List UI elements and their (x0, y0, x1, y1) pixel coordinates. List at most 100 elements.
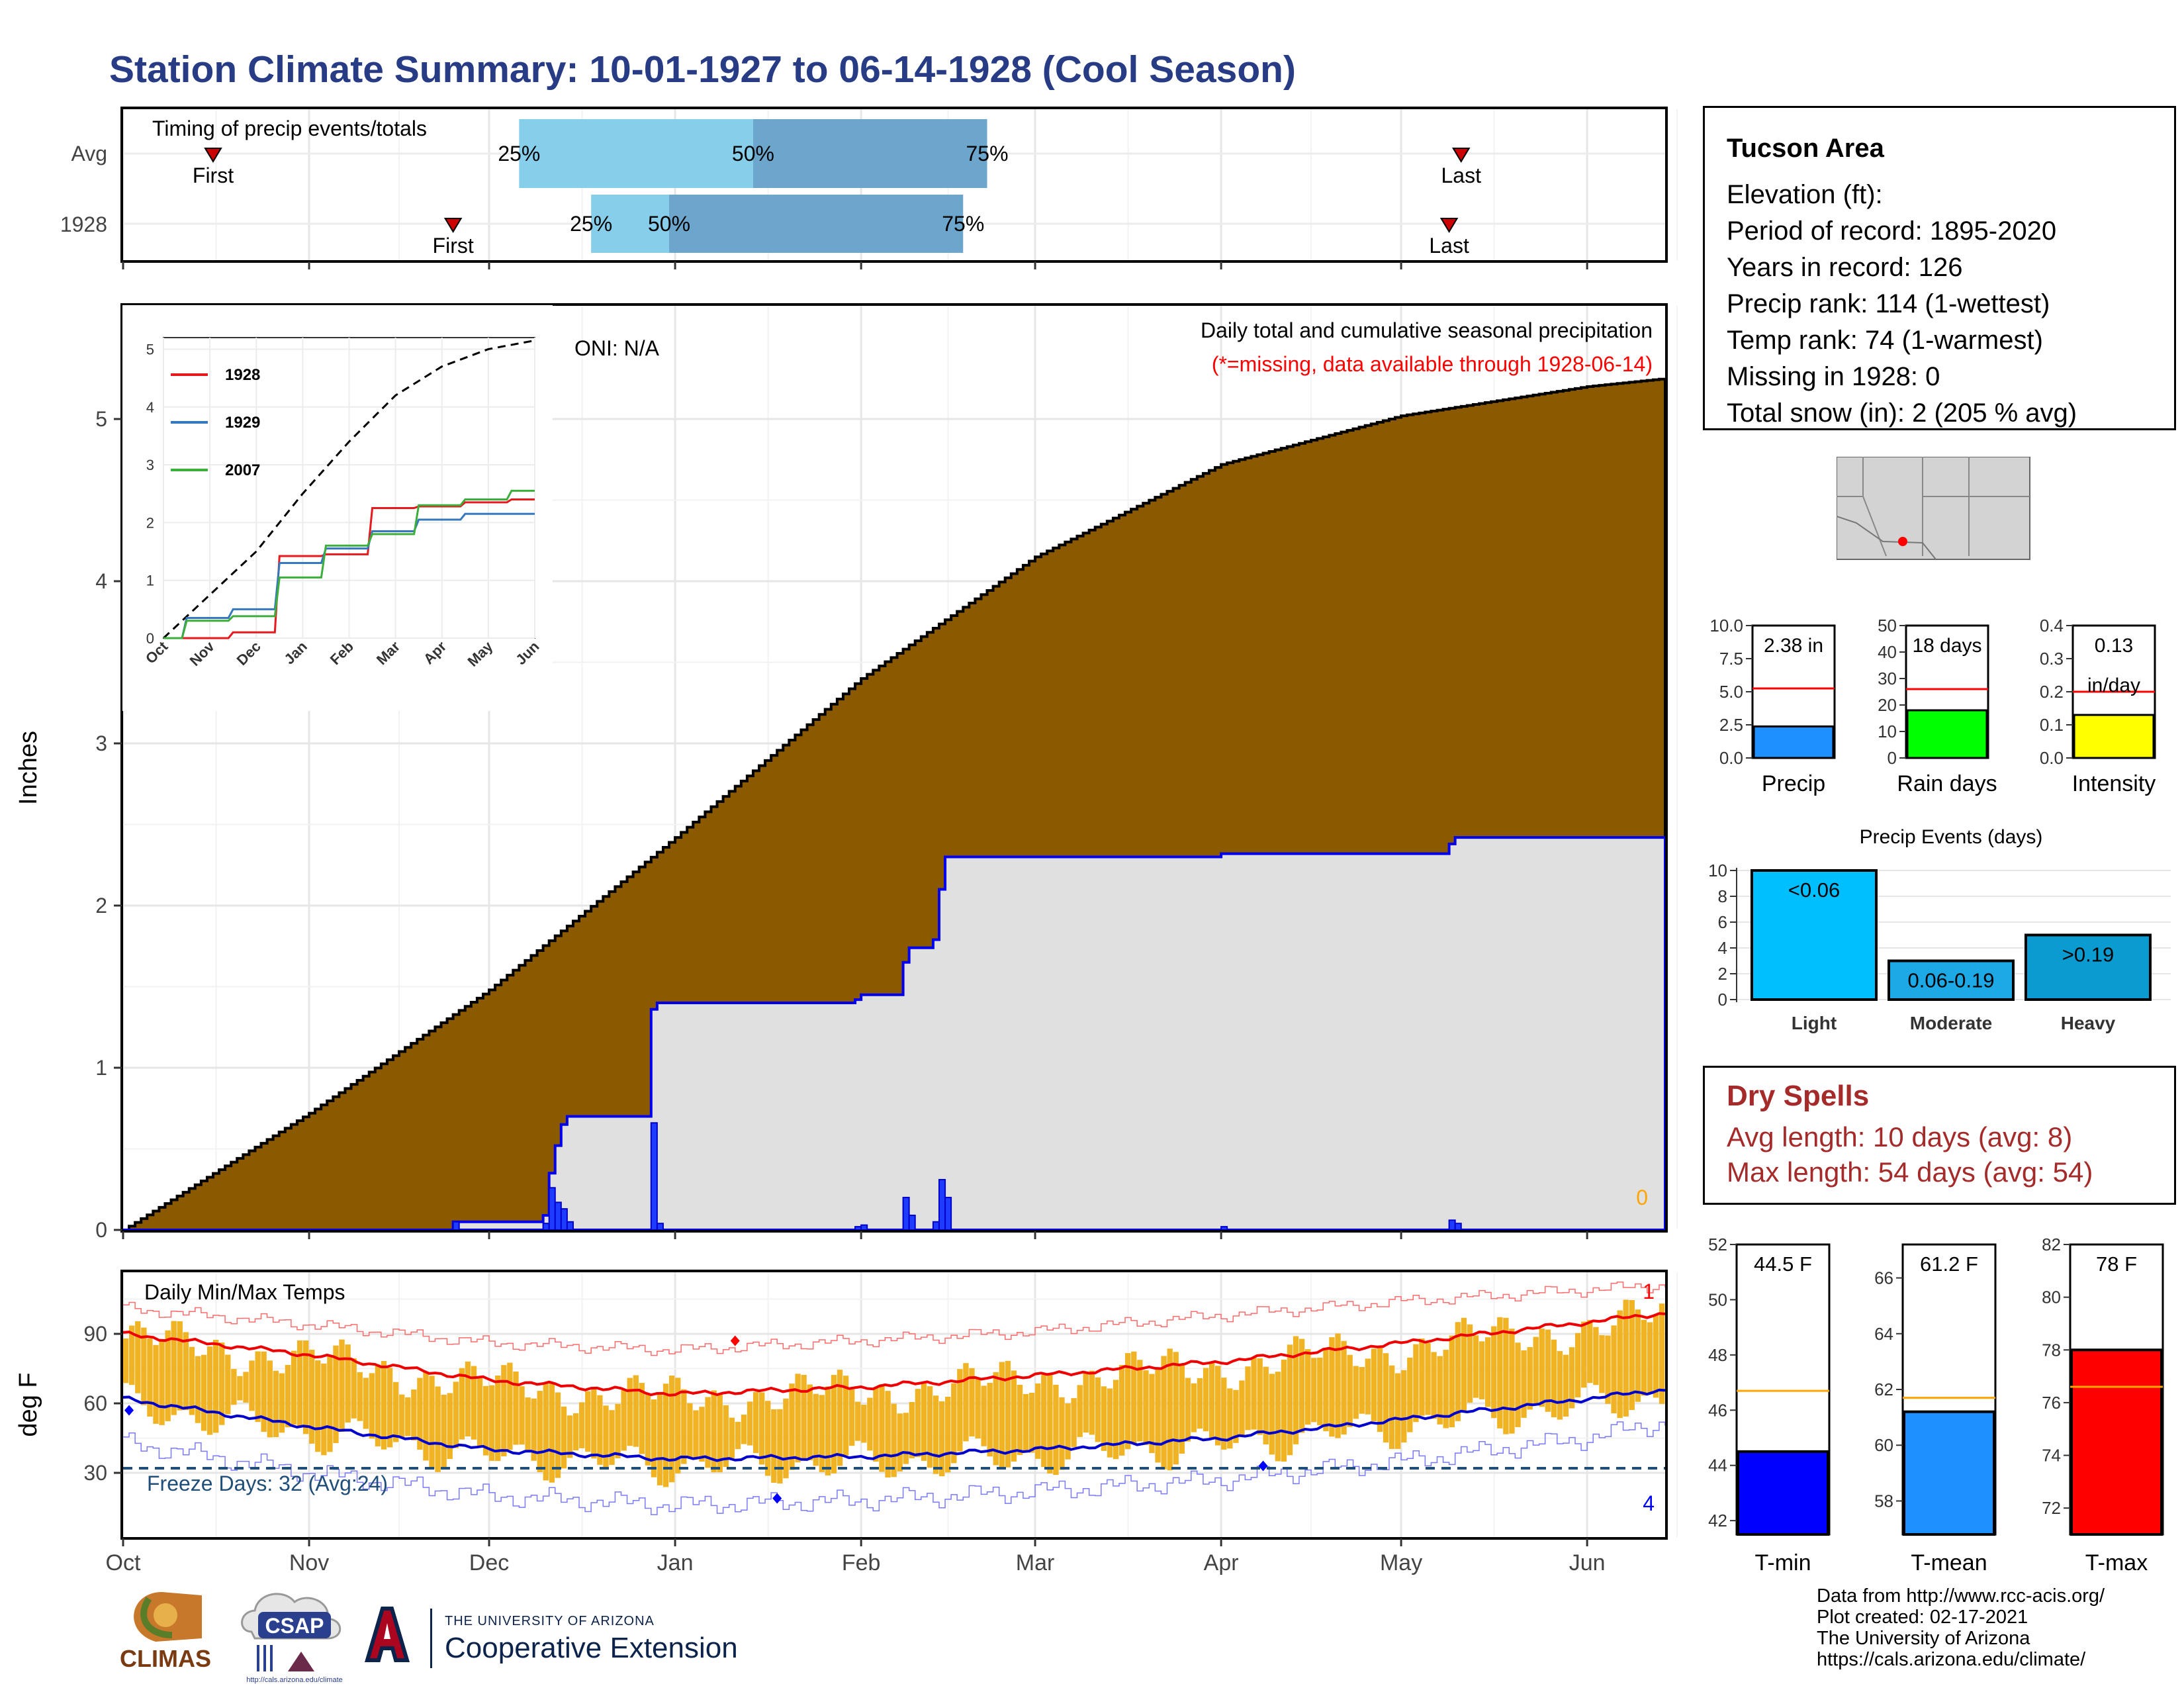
daily-temp-bar (662, 1383, 669, 1487)
daily-temp-bar (482, 1385, 489, 1456)
daily-temp-bar (423, 1372, 429, 1461)
daily-temp-bar (1083, 1373, 1089, 1433)
oni-label: ONI: N/A (574, 336, 660, 360)
events-tick-label: 10 (1708, 861, 1727, 880)
timing-bar-early (519, 119, 753, 188)
daily-temp-bar (1617, 1310, 1623, 1419)
daily-temp-bar (831, 1375, 837, 1474)
daily-temp-bar (1311, 1358, 1317, 1423)
temp-summary-tick-label: 48 (1708, 1345, 1727, 1365)
daily-temp-bar (927, 1386, 933, 1468)
timing-first-marker (443, 218, 463, 233)
month-label: Dec (469, 1550, 509, 1575)
temp-summary-tick-label: 42 (1708, 1511, 1727, 1530)
daily-temp-bar (957, 1369, 963, 1452)
daily-temp-bar (837, 1370, 843, 1466)
daily-temp-bar (1653, 1315, 1659, 1398)
record-marker (772, 1493, 782, 1504)
daily-temp-bar (879, 1384, 885, 1472)
record-min-line (123, 1421, 1666, 1515)
mini-bar-value (2073, 714, 2155, 759)
mini-bar-value (1906, 709, 1988, 759)
credit-line: Plot created: 02-17-2021 (1817, 1607, 2028, 1628)
record-marker (124, 1405, 134, 1416)
mini-bar-tick-label: 50 (1878, 616, 1897, 635)
daily-temp-bar (771, 1409, 777, 1483)
daily-temp-bar (645, 1393, 651, 1466)
daily-temp-bar (1305, 1349, 1311, 1425)
temp-summary-tick-label: 72 (2042, 1498, 2061, 1518)
daily-temp-bar (417, 1378, 423, 1450)
daily-temp-bar (759, 1392, 765, 1465)
daily-temp-bar (651, 1399, 657, 1477)
mini-bar-label: Precip (1762, 771, 1825, 796)
daily-temp-bar (327, 1356, 333, 1452)
daily-temp-bar (387, 1368, 393, 1448)
precip-events-chart: Precip Events (days) 0 2 4 6 8 10 <0.06 Light 0.… (1708, 826, 2171, 1033)
daily-temp-bar (1395, 1373, 1401, 1449)
daily-temp-bar (999, 1362, 1005, 1470)
csap-url: http://cals.arizona.edu/climate (246, 1676, 343, 1684)
daily-temp-bar (1341, 1340, 1347, 1435)
dry-spells-box: Dry Spells Avg length: 10 days (avg: 8) … (1703, 1066, 2176, 1205)
csap-text: CSAP (265, 1614, 324, 1638)
daily-temp-bar (201, 1354, 207, 1431)
daily-temp-bar (1383, 1353, 1389, 1443)
credit-line: https://cals.arizona.edu/climate/ (1817, 1649, 2086, 1670)
dry-spells-title: Dry Spells (1727, 1080, 1870, 1112)
precip-ytick-label: 5 (95, 407, 107, 431)
daily-temp-bar (507, 1362, 513, 1450)
daily-temp-bar (1287, 1344, 1293, 1456)
daily-temp-bar (1455, 1322, 1461, 1421)
precip-event-label: Heavy (2061, 1013, 2116, 1033)
daily-temp-bar (1167, 1348, 1173, 1471)
temp-summary-label: T-min (1755, 1550, 1811, 1575)
daily-temp-bar (609, 1410, 615, 1465)
daily-temp-bar (1005, 1360, 1011, 1468)
daily-temp-bar (1551, 1339, 1557, 1418)
daily-temp-bar (675, 1378, 681, 1474)
daily-temp-bar (1221, 1378, 1227, 1450)
temp-panel-frame (120, 1270, 1668, 1540)
daily-temp-bar (399, 1394, 405, 1438)
daily-temp-bar (441, 1394, 447, 1468)
daily-temp-bar (212, 1339, 219, 1433)
daily-temp-bar (1269, 1374, 1275, 1455)
daily-temp-bar (903, 1413, 909, 1464)
daily-temp-bar (1629, 1299, 1635, 1411)
inset-line-avg (162, 339, 535, 639)
daily-temp-bar (711, 1390, 717, 1473)
daily-temp-bar (459, 1368, 465, 1440)
daily-temp-bar (555, 1392, 561, 1478)
daily-temp-bar (1107, 1388, 1113, 1458)
daily-precip-bar (1220, 1226, 1228, 1231)
events-tick-label: 8 (1718, 886, 1727, 906)
temp-summary-bar (2070, 1348, 2163, 1536)
daily-temp-bar (1137, 1360, 1143, 1442)
daily-temp-bar (495, 1376, 501, 1462)
daily-temp-bar (1335, 1333, 1341, 1438)
inset-line-1928 (163, 498, 535, 639)
month-label: Mar (1016, 1550, 1055, 1575)
timing-pct-label: 25% (498, 142, 540, 165)
temp-summary-tick-label: 44 (1708, 1456, 1727, 1476)
daily-temp-bar (597, 1395, 603, 1465)
temp-summary-tick-label: 46 (1708, 1400, 1727, 1420)
daily-temp-bar (1077, 1385, 1083, 1437)
mini-bar-value-text: 2.38 in (1764, 635, 1823, 657)
daily-precip-bar (656, 1223, 664, 1231)
daily-temp-bar (1539, 1329, 1545, 1407)
temp-summary-bar (1737, 1450, 1829, 1536)
daily-temp-bar (489, 1385, 495, 1461)
daily-temp-bar (1479, 1341, 1485, 1399)
daily-temp-bar (723, 1405, 729, 1468)
daily-temp-bar (1281, 1359, 1287, 1462)
daily-temp-bar (1599, 1335, 1605, 1393)
temp-summary-value-text: 44.5 F (1754, 1252, 1812, 1276)
daily-precip-bar (908, 1214, 916, 1231)
average-min-line (122, 1388, 1666, 1462)
daily-temp-bar (1251, 1357, 1257, 1430)
daily-temp-bar (183, 1332, 189, 1411)
daily-temp-bar (243, 1372, 249, 1403)
timing-bar-early (591, 195, 670, 253)
